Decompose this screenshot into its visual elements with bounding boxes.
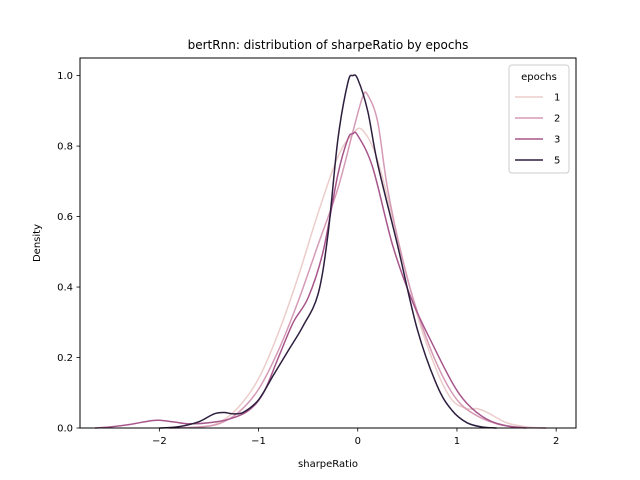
- legend-label-epochs-2: 2: [554, 114, 560, 125]
- legend-label-epochs-5: 5: [554, 156, 560, 167]
- x-axis: −2 −1 0 1 2: [152, 428, 559, 447]
- series-line-epochs-2: [169, 91, 547, 429]
- y-tick-label: 0.6: [57, 212, 73, 223]
- series-line-epochs-5: [159, 74, 497, 429]
- y-tick-label: 0.2: [57, 353, 73, 364]
- series-line-epochs-3: [94, 131, 527, 429]
- y-tick-label: 0.0: [57, 424, 73, 435]
- y-tick-label: 0.4: [57, 283, 73, 294]
- x-tick-label: 1: [454, 436, 460, 447]
- x-tick-label: 2: [553, 436, 559, 447]
- x-tick-label: −2: [152, 436, 167, 447]
- legend-box: [508, 64, 570, 174]
- chart-title: bertRnn: distribution of sharpeRatio by …: [188, 38, 469, 52]
- y-tick-label: 0.8: [57, 142, 73, 153]
- y-axis: 0.0 0.2 0.4 0.6 0.8 1.0: [57, 71, 80, 435]
- series-layer: [94, 74, 547, 429]
- x-tick-label: 0: [355, 436, 361, 447]
- y-tick-label: 1.0: [57, 71, 73, 82]
- legend: epochs 1 2 3 5: [508, 64, 570, 174]
- legend-title: epochs: [521, 72, 557, 83]
- legend-label-epochs-3: 3: [554, 135, 560, 146]
- x-axis-label: sharpeRatio: [298, 459, 358, 470]
- series-line-epochs-1: [169, 127, 547, 429]
- y-axis-label: Density: [32, 224, 43, 262]
- legend-label-epochs-1: 1: [554, 93, 560, 104]
- plot-frame: [79, 57, 577, 429]
- x-tick-label: −1: [251, 436, 266, 447]
- legend-items: 1 2 3 5: [515, 93, 560, 167]
